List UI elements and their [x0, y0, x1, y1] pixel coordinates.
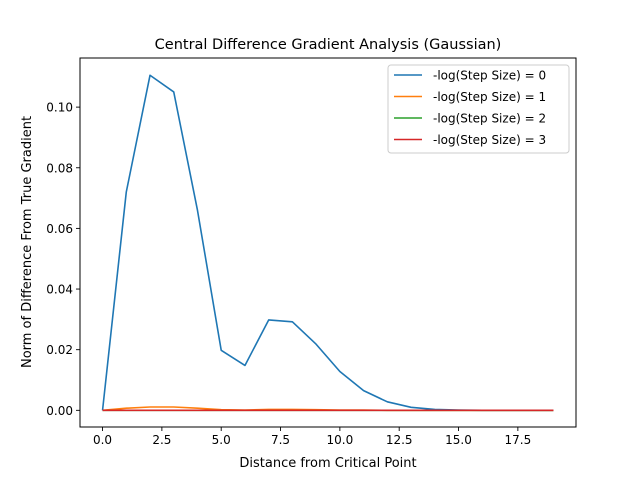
- x-tick-label: 10.0: [327, 433, 354, 447]
- x-tick-label: 0.0: [93, 433, 112, 447]
- legend-label-0: -log(Step Size) = 0: [433, 69, 546, 83]
- legend-label-1: -log(Step Size) = 1: [433, 90, 546, 104]
- y-axis-label: Norm of Difference From True Gradient: [20, 116, 35, 368]
- x-tick-label: 2.5: [152, 433, 171, 447]
- legend-label-3: -log(Step Size) = 3: [433, 133, 546, 147]
- legend: -log(Step Size) = 0 -log(Step Size) = 1 -l…: [387, 64, 570, 154]
- legend-box: [387, 64, 570, 154]
- y-tick-label: 0.08: [46, 161, 73, 175]
- x-tick-label: 12.5: [386, 433, 413, 447]
- series-layer: [101, 74, 554, 412]
- y-tick-label: 0.10: [46, 101, 73, 115]
- y-tick-label: 0.06: [46, 222, 73, 236]
- axes-frame: [79, 57, 577, 428]
- y-tick-label: 0.02: [46, 343, 73, 357]
- x-tick-label: 7.5: [271, 433, 290, 447]
- x-tick-label: 15.0: [445, 433, 472, 447]
- y-axis-ticks: 0.00 0.02 0.04 0.06 0.08 0.10: [46, 101, 80, 418]
- chart-title: Central Difference Gradient Analysis (Ga…: [155, 37, 502, 53]
- y-tick-label: 0.00: [46, 404, 73, 418]
- x-axis-label: Distance from Critical Point: [239, 456, 416, 471]
- x-tick-label: 5.0: [212, 433, 231, 447]
- y-tick-label: 0.04: [46, 283, 73, 297]
- legend-label-2: -log(Step Size) = 2: [433, 112, 546, 126]
- x-tick-label: 17.5: [504, 433, 531, 447]
- x-axis-ticks: 0.0 2.5 5.0 7.5 10.0 12.5 15.0 17.5: [93, 427, 531, 447]
